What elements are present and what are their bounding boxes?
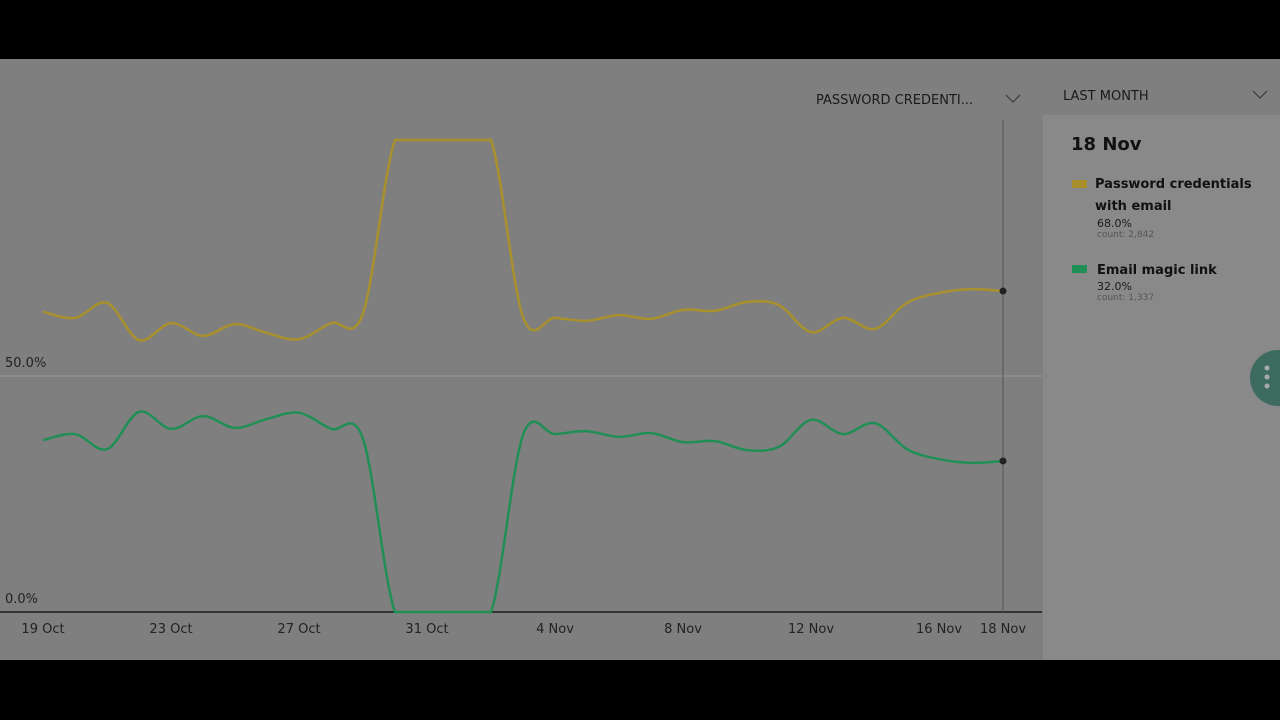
plot: 0.0% 50.0% 19 Oct 23 Oct 27 Oct 31 Oct 4 Nov 8 … <box>0 120 1042 637</box>
tooltip-share: 68.0% <box>1097 217 1132 230</box>
legend-label-box: Password credentials with email <box>1095 177 1252 214</box>
menu-dot[interactable] <box>1264 383 1270 389</box>
tooltip-share: 32.0% <box>1097 280 1132 293</box>
dropdown-arrow[interactable] <box>1005 94 1021 103</box>
x-tick-label: 18 Nov <box>980 622 1026 637</box>
side-panel <box>1043 115 1280 660</box>
x-tick-label: 31 Oct <box>405 622 448 637</box>
hover-dot <box>999 287 1007 295</box>
series-line <box>42 138 1004 342</box>
legend-swatch <box>1072 180 1087 188</box>
x-tick-label: 27 Oct <box>277 622 320 637</box>
legend-label: Password credentials with email <box>1095 177 1252 214</box>
tooltip-count: count: 1,337 <box>1097 293 1154 303</box>
series-line <box>42 410 1004 614</box>
x-tick-label: 8 Nov <box>664 622 702 637</box>
metric-dropdown[interactable]: PASSWORD CREDENTI... <box>816 93 973 108</box>
hover-dot <box>999 457 1007 465</box>
menu-dot[interactable] <box>1264 374 1270 380</box>
dropdown-arrow[interactable] <box>1252 90 1268 99</box>
x-tick-label: 19 Oct <box>21 622 64 637</box>
y-tick-label: 0.0% <box>5 592 38 607</box>
tooltip-count: count: 2,842 <box>1097 230 1154 240</box>
x-tick-label: 4 Nov <box>536 622 574 637</box>
x-tick-label: 16 Nov <box>916 622 962 637</box>
legend-swatch <box>1072 265 1087 273</box>
tooltip-date: 18 Nov <box>1071 134 1142 155</box>
x-tick-label: 12 Nov <box>788 622 834 637</box>
range-dropdown[interactable]: LAST MONTH <box>1063 89 1149 104</box>
legend-label: Email magic link <box>1097 263 1217 278</box>
x-tick-label: 23 Oct <box>149 622 192 637</box>
menu-dot[interactable] <box>1264 365 1270 371</box>
y-tick-label: 50.0% <box>5 356 46 371</box>
